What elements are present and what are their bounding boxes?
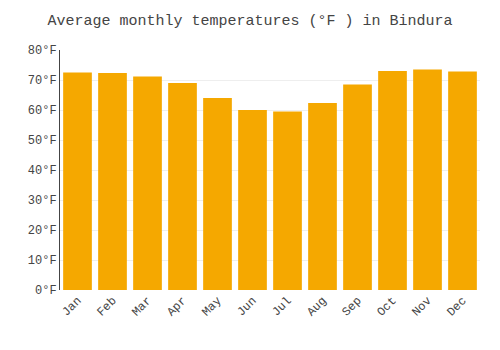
svg-text:Sep: Sep — [339, 294, 364, 319]
svg-text:Nov: Nov — [409, 294, 434, 319]
svg-text:60°F: 60°F — [28, 104, 57, 118]
svg-text:50°F: 50°F — [28, 134, 57, 148]
svg-text:10°F: 10°F — [28, 254, 57, 268]
svg-text:0°F: 0°F — [35, 284, 57, 298]
svg-text:Jan: Jan — [59, 294, 84, 319]
svg-text:Dec: Dec — [444, 294, 469, 319]
svg-text:40°F: 40°F — [28, 164, 57, 178]
svg-text:70°F: 70°F — [28, 74, 57, 88]
svg-text:Feb: Feb — [94, 294, 119, 319]
svg-text:May: May — [199, 294, 224, 319]
svg-text:Oct: Oct — [374, 294, 399, 319]
svg-text:30°F: 30°F — [28, 194, 57, 208]
svg-text:Jun: Jun — [234, 294, 259, 319]
svg-text:Aug: Aug — [304, 294, 329, 319]
svg-text:Jul: Jul — [269, 294, 294, 319]
svg-text:20°F: 20°F — [28, 224, 57, 238]
svg-text:80°F: 80°F — [28, 44, 57, 58]
svg-text:Apr: Apr — [164, 294, 189, 319]
svg-text:Mar: Mar — [129, 294, 154, 319]
svg-text:Average monthly temperatures (: Average monthly temperatures (°F ) in Bi… — [47, 13, 452, 30]
